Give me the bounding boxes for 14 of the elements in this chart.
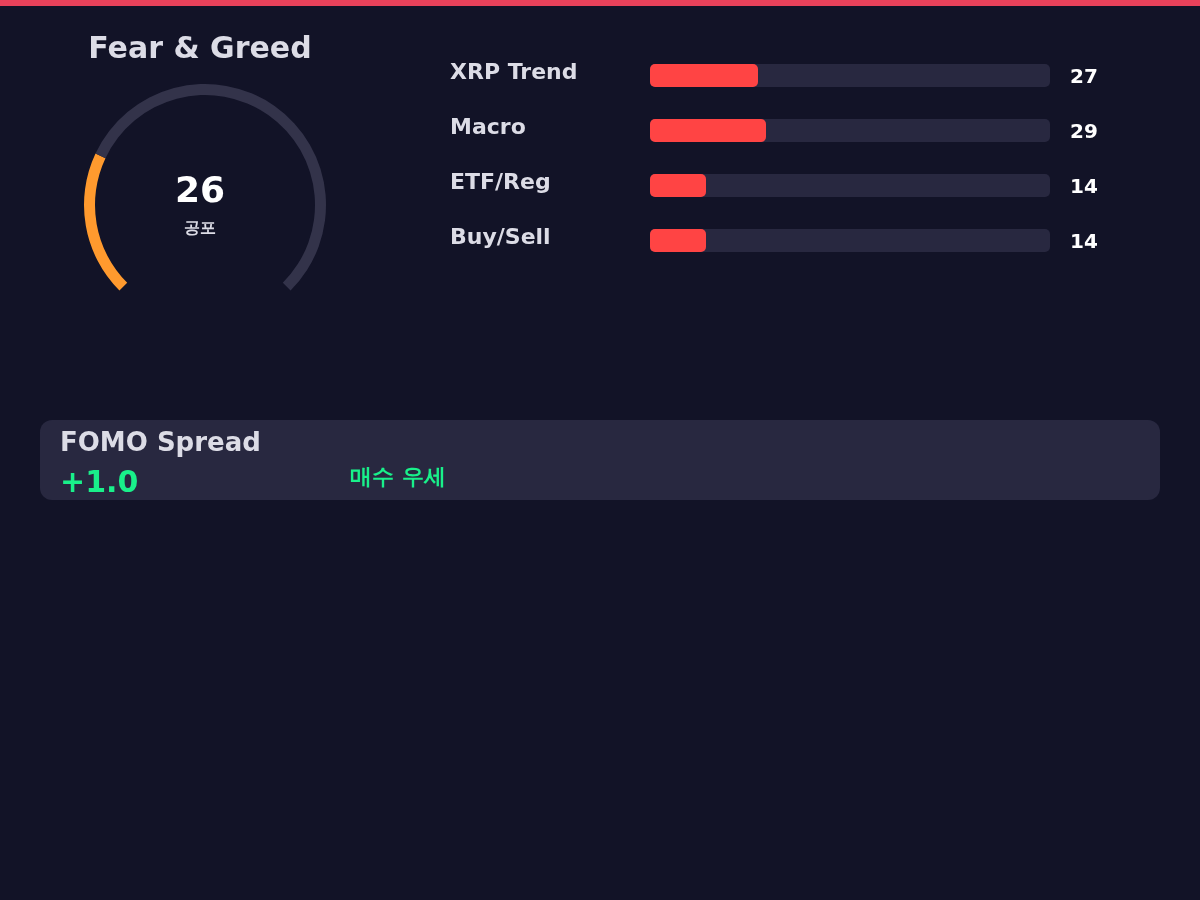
y-tick-label: Buy/Sell: [450, 224, 551, 249]
data-label: 14: [1070, 228, 1098, 253]
text: 매수 우세: [350, 464, 446, 490]
data-label: 29: [1070, 118, 1098, 143]
data-label: 14: [1070, 173, 1098, 198]
chart-title: Fear & Greed: [88, 30, 312, 66]
y-tick-label: Macro: [450, 114, 526, 139]
y-tick-label: ETF/Reg: [450, 169, 551, 194]
text: 공포: [184, 218, 216, 238]
y-tick-label: XRP Trend: [450, 59, 578, 84]
data-label: 27: [1070, 63, 1098, 88]
text: 26: [174, 169, 226, 210]
text: FOMO Spread: [60, 426, 261, 458]
text: +1.0: [60, 464, 139, 500]
